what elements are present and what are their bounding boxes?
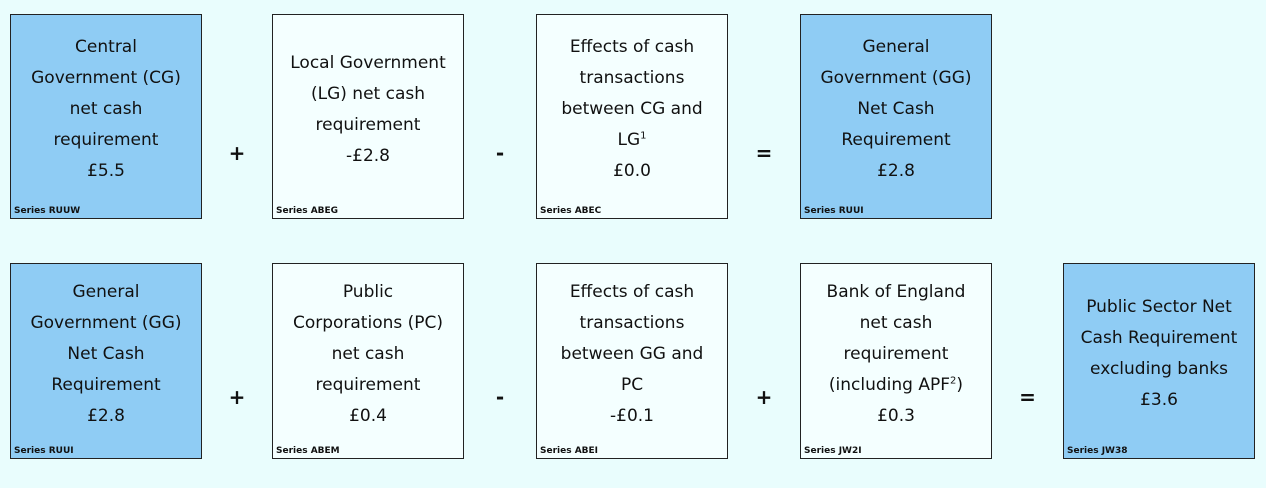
series-code: Series RUUI — [804, 206, 864, 216]
label-line: General — [862, 37, 930, 57]
box: Public Sector Net Cash Requirement excludi… — [1063, 263, 1255, 459]
series-code: Series JW2I — [804, 446, 862, 456]
operator: - — [495, 141, 505, 166]
series-code: Series ABEM — [276, 446, 340, 456]
label-line: excluding banks — [1090, 359, 1228, 379]
label-line: PC — [620, 374, 644, 395]
label-line: Central — [75, 37, 137, 57]
operator: + — [228, 384, 246, 409]
label-line: General — [72, 281, 140, 302]
label-line: Government (GG) — [30, 312, 182, 333]
label-line: Requirement — [841, 130, 951, 150]
box: Local Government (LG) net cash requirement… — [272, 14, 464, 219]
label-line: Corporations (PC) — [292, 312, 444, 333]
label-line: requirement — [53, 130, 159, 150]
operator: = — [1019, 384, 1036, 409]
label-line: transactions — [579, 312, 685, 333]
value: -£0.1 — [610, 405, 654, 426]
label-line: (including APF2) — [829, 370, 963, 401]
label-line: between GG and — [560, 343, 704, 364]
operator: + — [228, 141, 246, 166]
series-code: Series RUUW — [14, 206, 81, 216]
box: General Government (GG) Net Cash Requiremen… — [800, 14, 992, 219]
box: Central Government (CG) net cash requiremen… — [10, 14, 202, 219]
label-text: ) — [956, 374, 964, 395]
footnote-mark: 2 — [950, 374, 957, 386]
label-line: requirement — [315, 374, 421, 395]
value: £0.0 — [613, 161, 651, 181]
footnote-mark: 1 — [640, 130, 647, 142]
series-code: Series ABEG — [276, 206, 339, 216]
series-code: Series ABEC — [540, 206, 602, 216]
label-line: net cash — [331, 343, 405, 364]
label-line: LG1 — [617, 125, 646, 156]
value: £2.8 — [877, 161, 915, 181]
label-line: Effects of cash — [569, 37, 695, 57]
value: £3.6 — [1140, 390, 1178, 410]
label-line: (LG) net cash — [310, 83, 425, 104]
label-line: requirement — [315, 114, 421, 135]
label-line: Requirement — [51, 374, 161, 395]
label-line: Net Cash — [857, 99, 935, 119]
label-line: Public — [342, 281, 394, 302]
value: £0.3 — [877, 405, 915, 426]
box: Public Corporations (PC) net cash requireme… — [272, 263, 464, 459]
label-line: transactions — [579, 68, 685, 88]
operator: = — [755, 141, 773, 166]
label-line: net cash — [859, 312, 933, 333]
value: £2.8 — [87, 405, 125, 426]
label-line: Net Cash — [67, 343, 145, 364]
label-line: Local Government — [290, 52, 446, 73]
label-text: LG — [617, 130, 641, 150]
label-line: net cash — [69, 99, 143, 119]
label-line: Effects of cash — [569, 281, 695, 302]
operator: + — [755, 384, 773, 409]
box: Bank of England net cash requirement (inclu… — [800, 263, 992, 459]
label-line: Public Sector Net — [1086, 297, 1232, 317]
box: Effects of cash transactions between CG an… — [536, 14, 728, 219]
operator: - — [495, 384, 505, 409]
box: General Government (GG) Net Cash Requiremen… — [10, 263, 202, 459]
label-line: Cash Requirement — [1080, 328, 1238, 348]
value: £0.4 — [349, 405, 387, 426]
label-text: (including APF — [828, 374, 951, 395]
series-code: Series JW38 — [1067, 446, 1128, 456]
label-line: Government (CG) — [31, 68, 181, 88]
label-line: between CG and — [561, 99, 703, 119]
series-code: Series RUUI — [14, 446, 74, 456]
series-code: Series ABEI — [540, 446, 599, 456]
label-line: Government (GG) — [820, 68, 972, 88]
value: £5.5 — [87, 161, 125, 181]
value: -£2.8 — [346, 145, 390, 166]
label-line: Bank of England — [826, 281, 966, 302]
box: Effects of cash transactions between GG an… — [536, 263, 728, 459]
label-line: requirement — [843, 343, 949, 364]
